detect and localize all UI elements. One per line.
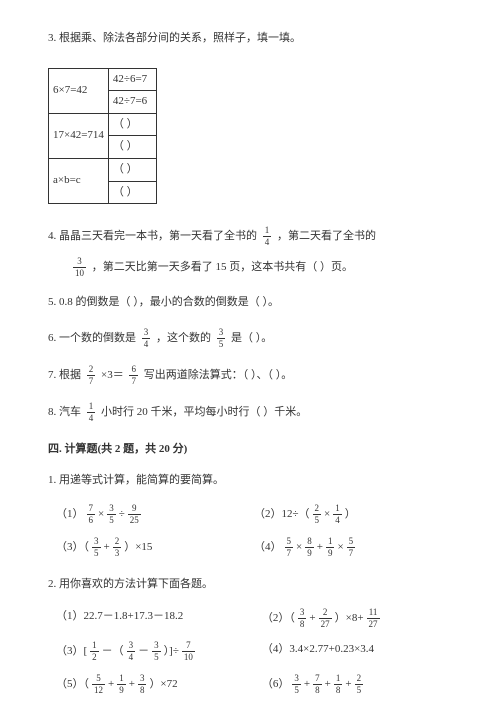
cell: 42÷6=7 [108, 68, 156, 91]
cell: 42÷7=6 [108, 91, 156, 114]
question-7: 7. 根据 27 ×3＝ 67 写出两道除法算式：（ ）、（ ）。 [48, 365, 452, 386]
question-3: 3. 根据乘、除法各部分间的关系，照样子，填一填。 [48, 30, 452, 48]
cell: （ ） [108, 158, 156, 181]
fraction: 310 [73, 257, 86, 278]
q8-b: 小时行 20 千米，平均每小时行（ ）千米。 [101, 406, 307, 418]
cell: 17×42=714 [49, 113, 109, 158]
relation-table: 6×7=4242÷6=7 42÷7=6 17×42=714（ ） （ ） a×b… [48, 68, 157, 205]
question-6: 6. 一个数的倒数是 34 ，这个数的 35 是（ ）。 [48, 328, 452, 349]
cell: a×b=c [49, 158, 109, 203]
p1-item4: （4）57×89+19×57 [254, 537, 452, 558]
p1-item2: （2）12÷（25×14） [254, 504, 452, 525]
fraction: 14 [263, 226, 272, 247]
q4-line1a: 4. 晶晶三天看完一本书，第一天看了全书的 [48, 230, 257, 242]
fraction: 34 [142, 328, 151, 349]
problem-2-title: 2. 用你喜欢的方法计算下面各题。 [48, 576, 452, 594]
p2-item3: （3）[12－（34－35）]÷710 [56, 641, 262, 662]
cell: 6×7=42 [49, 68, 109, 113]
problem-1-items: （1）76×35÷925 （2）12÷（25×14） （3）（35+23）×15… [48, 504, 452, 558]
q6-a: 6. 一个数的倒数是 [48, 332, 136, 344]
fraction: 14 [87, 402, 96, 423]
p2-item6: （6）35+78+18+25 [262, 674, 452, 695]
cell: （ ） [108, 136, 156, 159]
cell: （ ） [108, 181, 156, 204]
problem-1-title: 1. 用递等式计算，能简算的要简算。 [48, 472, 452, 490]
p2-item4: （4）3.4×2.77+0.23×3.4 [262, 641, 452, 662]
q7-c: 写出两道除法算式：（ ）、（ ）。 [144, 369, 293, 381]
q4-line1b: ，第二天看了全书的 [277, 230, 376, 242]
q6-c: 是（ ）。 [231, 332, 272, 344]
q5-text: 5. 0.8 的倒数是（ ），最小的合数的倒数是（ ）。 [48, 296, 279, 308]
q8-a: 8. 汽车 [48, 406, 81, 418]
fraction: 67 [129, 365, 138, 386]
fraction: 35 [217, 328, 226, 349]
fraction: 27 [87, 365, 96, 386]
q3-text: 3. 根据乘、除法各部分间的关系，照样子，填一填。 [48, 32, 301, 44]
p2-item2: （2）（38+227）×8+1127 [262, 608, 452, 629]
p1-item1: （1）76×35÷925 [56, 504, 254, 525]
q4-line2: ，第二天比第一天多看了 15 页，这本书共有（ ）页。 [92, 261, 353, 273]
problem-2-items: （1）22.7－1.8+17.3－18.2 （2）（38+227）×8+1127… [48, 608, 452, 695]
section-4-title: 四. 计算题(共 2 题，共 20 分) [48, 441, 452, 459]
question-5: 5. 0.8 的倒数是（ ），最小的合数的倒数是（ ）。 [48, 294, 452, 312]
p1-item3: （3）（35+23）×15 [56, 537, 254, 558]
q6-b: ，这个数的 [156, 332, 211, 344]
q4-line2-wrap: 310 ，第二天比第一天多看了 15 页，这本书共有（ ）页。 [48, 257, 452, 278]
p2-item1: （1）22.7－1.8+17.3－18.2 [56, 608, 262, 629]
p2-item5: （5）（512+19+38）×72 [56, 674, 262, 695]
q7-a: 7. 根据 [48, 369, 81, 381]
q7-b: ×3＝ [101, 369, 124, 381]
cell: （ ） [108, 113, 156, 136]
question-4: 4. 晶晶三天看完一本书，第一天看了全书的 14 ，第二天看了全书的 310 ，… [48, 226, 452, 278]
question-8: 8. 汽车 14 小时行 20 千米，平均每小时行（ ）千米。 [48, 402, 452, 423]
